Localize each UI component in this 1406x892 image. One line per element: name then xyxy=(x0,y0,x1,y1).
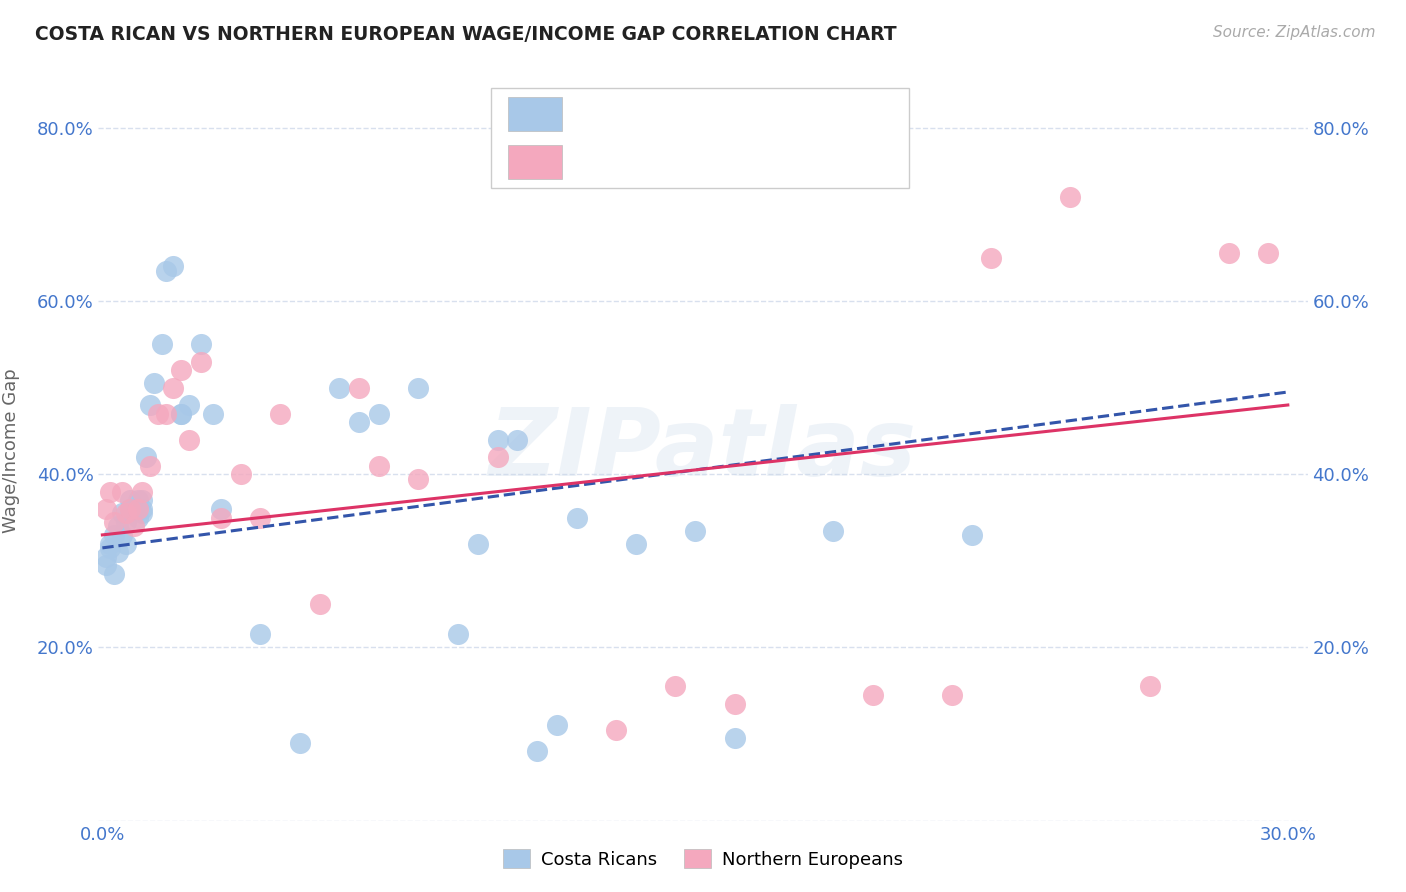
Point xyxy=(131,484,153,499)
Point xyxy=(467,536,489,550)
Point xyxy=(127,502,149,516)
Point xyxy=(1218,246,1240,260)
Point xyxy=(103,528,125,542)
Point xyxy=(546,718,568,732)
Point xyxy=(960,528,983,542)
Point xyxy=(1139,680,1161,694)
Point xyxy=(111,506,134,520)
Point xyxy=(155,264,177,278)
Point xyxy=(170,363,193,377)
Point xyxy=(115,515,138,529)
Point xyxy=(486,450,509,464)
Point xyxy=(368,458,391,473)
Point xyxy=(96,549,118,564)
Point xyxy=(664,680,686,694)
Point xyxy=(115,536,138,550)
Point xyxy=(202,407,225,421)
Point xyxy=(408,381,430,395)
Point xyxy=(96,502,118,516)
Point xyxy=(131,493,153,508)
Point xyxy=(103,515,125,529)
Point xyxy=(98,484,121,499)
Point xyxy=(683,524,706,538)
Point xyxy=(823,524,845,538)
Point xyxy=(368,407,391,421)
Point xyxy=(526,744,548,758)
Point xyxy=(162,381,184,395)
Point xyxy=(328,381,350,395)
Point xyxy=(980,251,1002,265)
Point xyxy=(170,407,193,421)
Point xyxy=(118,502,141,516)
Point xyxy=(229,467,252,482)
Text: Source: ZipAtlas.com: Source: ZipAtlas.com xyxy=(1212,25,1375,40)
Point xyxy=(115,506,138,520)
Point xyxy=(347,381,370,395)
Text: ZIPatlas: ZIPatlas xyxy=(489,404,917,497)
Point xyxy=(506,433,529,447)
Point xyxy=(408,472,430,486)
Point xyxy=(486,433,509,447)
Point xyxy=(155,407,177,421)
Point xyxy=(131,502,153,516)
Point xyxy=(723,697,745,711)
Point xyxy=(179,433,201,447)
Point xyxy=(941,688,963,702)
Y-axis label: Wage/Income Gap: Wage/Income Gap xyxy=(1,368,20,533)
Point xyxy=(209,510,232,524)
Point xyxy=(862,688,884,702)
Point xyxy=(96,558,118,573)
Point xyxy=(98,536,121,550)
Point xyxy=(135,450,157,464)
Point xyxy=(150,337,173,351)
Point xyxy=(118,502,141,516)
Point xyxy=(107,519,129,533)
Point xyxy=(118,493,141,508)
Point xyxy=(162,260,184,274)
Text: COSTA RICAN VS NORTHERN EUROPEAN WAGE/INCOME GAP CORRELATION CHART: COSTA RICAN VS NORTHERN EUROPEAN WAGE/IN… xyxy=(35,25,897,44)
Point xyxy=(127,510,149,524)
Point xyxy=(127,493,149,508)
Point xyxy=(122,519,145,533)
Point xyxy=(111,484,134,499)
Legend: Costa Ricans, Northern Europeans: Costa Ricans, Northern Europeans xyxy=(496,842,910,876)
Point xyxy=(1059,190,1081,204)
Point xyxy=(131,506,153,520)
Point xyxy=(565,510,588,524)
Point xyxy=(605,723,627,737)
Point xyxy=(170,407,193,421)
Point xyxy=(308,597,330,611)
Point xyxy=(122,502,145,516)
Point xyxy=(139,458,162,473)
Point xyxy=(146,407,169,421)
Point xyxy=(179,398,201,412)
Point xyxy=(249,627,271,641)
Point xyxy=(249,510,271,524)
Point xyxy=(98,541,121,555)
Point xyxy=(107,545,129,559)
Point xyxy=(122,502,145,516)
Point xyxy=(288,736,311,750)
Point xyxy=(139,398,162,412)
Point xyxy=(447,627,470,641)
Point xyxy=(209,502,232,516)
Point xyxy=(111,528,134,542)
Point xyxy=(103,566,125,581)
Point xyxy=(190,337,212,351)
Point xyxy=(1257,246,1279,260)
Point xyxy=(269,407,291,421)
Point xyxy=(723,731,745,746)
Point xyxy=(347,415,370,429)
Point xyxy=(142,376,165,391)
Point xyxy=(624,536,647,550)
Point xyxy=(190,354,212,368)
